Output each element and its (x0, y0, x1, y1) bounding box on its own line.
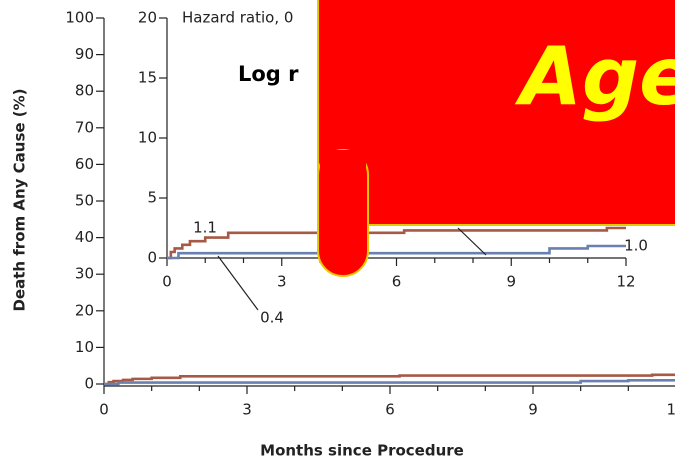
y-tick-label: 20 (138, 9, 157, 27)
y-tick-label: 100 (65, 9, 94, 27)
y-tick-label: 40 (75, 228, 94, 246)
inset-subtitle: Log r (238, 62, 299, 86)
x-tick-label: 9 (506, 273, 516, 291)
x-tick-label: 0 (162, 273, 172, 291)
overlay-text: Age (514, 30, 675, 123)
x-tick-label: 12 (666, 401, 675, 419)
y-tick-label: 60 (75, 155, 94, 173)
x-tick-label: 3 (277, 273, 287, 291)
x-tick-label: 6 (392, 273, 402, 291)
y-tick-label: 80 (75, 82, 94, 100)
x-axis-label: Months since Procedure (260, 442, 464, 460)
y-tick-label: 50 (75, 192, 94, 210)
leader-line (218, 256, 258, 310)
leader-line (458, 228, 486, 255)
annotation: 0.4 (260, 309, 284, 327)
y-tick-label: 0 (84, 375, 94, 393)
inset-title: Hazard ratio, 0 (182, 9, 293, 27)
x-tick-label: 12 (616, 273, 635, 291)
annotation: 1.0 (624, 237, 648, 255)
y-tick-label: 5 (147, 189, 157, 207)
y-tick-label: 10 (75, 338, 94, 356)
annotation: 1.1 (193, 219, 217, 237)
survival-curve (167, 246, 626, 258)
y-tick-label: 15 (138, 69, 157, 87)
y-axis-label: Death from Any Cause (%) (11, 88, 29, 311)
x-tick-label: 6 (385, 401, 395, 419)
x-tick-label: 0 (99, 401, 109, 419)
survival-curve (104, 380, 675, 384)
overlay-fill (320, 150, 366, 224)
y-tick-label: 90 (75, 45, 94, 63)
y-tick-label: 0 (147, 249, 157, 267)
overlay: Age (318, 0, 675, 276)
y-tick-label: 30 (75, 265, 94, 283)
x-tick-label: 9 (528, 401, 538, 419)
y-tick-label: 10 (138, 129, 157, 147)
y-tick-label: 20 (75, 301, 94, 319)
x-tick-label: 3 (242, 401, 252, 419)
y-tick-label: 70 (75, 118, 94, 136)
chart: Death from Any Cause (%) Months since Pr… (0, 0, 675, 462)
